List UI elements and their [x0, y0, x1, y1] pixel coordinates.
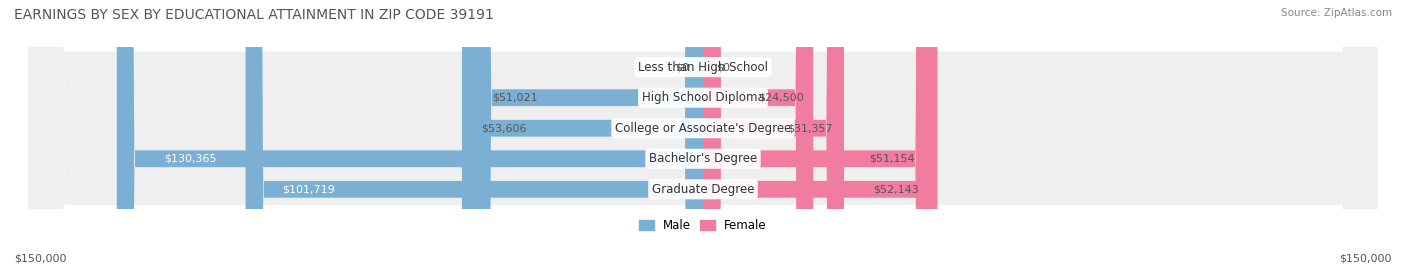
Text: Graduate Degree: Graduate Degree	[652, 183, 754, 196]
Text: $0: $0	[717, 62, 731, 72]
Text: $130,365: $130,365	[163, 154, 217, 164]
FancyBboxPatch shape	[28, 0, 1378, 269]
FancyBboxPatch shape	[685, 0, 721, 269]
Text: EARNINGS BY SEX BY EDUCATIONAL ATTAINMENT IN ZIP CODE 39191: EARNINGS BY SEX BY EDUCATIONAL ATTAINMEN…	[14, 8, 494, 22]
Text: $51,021: $51,021	[492, 93, 537, 103]
Text: $101,719: $101,719	[283, 184, 335, 194]
FancyBboxPatch shape	[463, 0, 703, 269]
Text: Bachelor's Degree: Bachelor's Degree	[650, 152, 756, 165]
FancyBboxPatch shape	[474, 0, 703, 269]
FancyBboxPatch shape	[703, 0, 934, 269]
FancyBboxPatch shape	[703, 0, 938, 269]
FancyBboxPatch shape	[703, 0, 844, 269]
Text: College or Associate's Degree: College or Associate's Degree	[614, 122, 792, 135]
Text: $51,154: $51,154	[869, 154, 915, 164]
Text: $31,357: $31,357	[787, 123, 832, 133]
Text: $0: $0	[675, 62, 689, 72]
Text: $24,500: $24,500	[759, 93, 804, 103]
Text: $150,000: $150,000	[14, 254, 66, 264]
Text: Source: ZipAtlas.com: Source: ZipAtlas.com	[1281, 8, 1392, 18]
FancyBboxPatch shape	[28, 0, 1378, 269]
FancyBboxPatch shape	[703, 0, 813, 269]
Text: $52,143: $52,143	[873, 184, 918, 194]
FancyBboxPatch shape	[246, 0, 703, 269]
FancyBboxPatch shape	[685, 0, 721, 269]
Text: Less than High School: Less than High School	[638, 61, 768, 74]
FancyBboxPatch shape	[28, 0, 1378, 269]
Text: $53,606: $53,606	[481, 123, 527, 133]
Text: High School Diploma: High School Diploma	[641, 91, 765, 104]
FancyBboxPatch shape	[28, 0, 1378, 269]
Text: $150,000: $150,000	[1340, 254, 1392, 264]
Legend: Male, Female: Male, Female	[640, 220, 766, 232]
FancyBboxPatch shape	[28, 0, 1378, 269]
FancyBboxPatch shape	[117, 0, 703, 269]
